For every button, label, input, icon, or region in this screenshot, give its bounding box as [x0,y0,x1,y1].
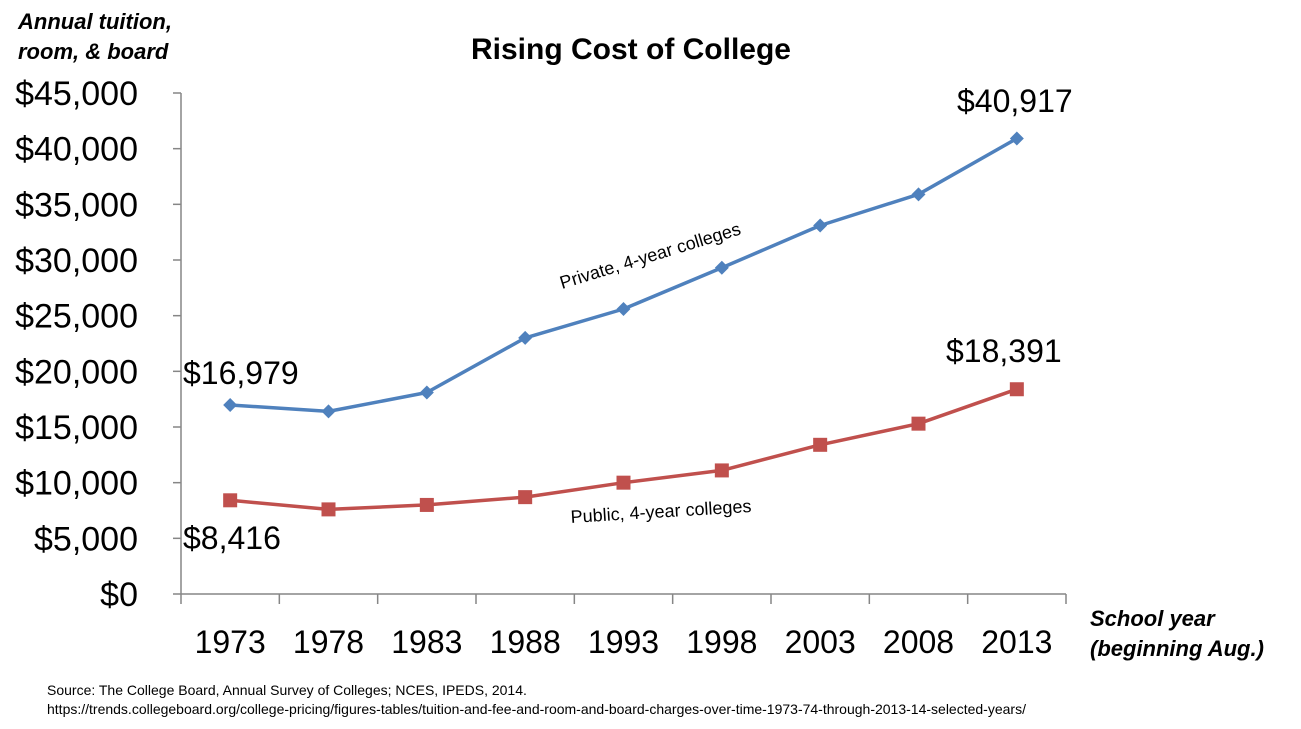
y-axis-title-line1: Annual tuition, [17,9,172,34]
x-axis-title-line1: School year [1090,606,1216,631]
x-tick-label: 1973 [195,624,266,660]
data-point-private [714,260,729,275]
data-point-private [616,301,631,316]
series-private [223,131,1024,419]
data-point-private [813,218,828,233]
data-point-public [321,502,336,517]
data-point-public [911,416,926,431]
x-axis-title-line2: (beginning Aug.) [1090,636,1264,661]
y-tick-label: $0 [100,576,138,614]
series-layer [223,131,1024,517]
data-point-private [518,330,533,345]
y-tick-label: $30,000 [15,242,138,280]
data-point-private [321,404,336,419]
x-tick-label: 1993 [588,624,659,660]
y-tick-label: $5,000 [34,520,138,558]
data-point-public [813,437,828,452]
y-tick-label: $35,000 [15,186,138,224]
data-label-private-1973: $16,979 [183,355,299,391]
data-label-public-2013: $18,391 [946,333,1062,369]
y-tick-label: $45,000 [15,75,138,113]
data-point-public [1009,382,1024,397]
x-axis-ticks: 1973 1978 1983 1988 1993 1998 2003 2008 2013 [180,594,1067,660]
y-axis-ticks: $0 $5,000 $10,000 $15,000 $20,000 $25,000 $30,… [15,75,181,614]
y-tick-label: $10,000 [15,465,138,503]
data-point-public [518,490,533,505]
y-axis-title-line2: room, & board [18,39,169,64]
source-line-2: https://trends.collegeboard.org/college-… [47,701,1026,717]
x-tick-label: 2008 [883,624,954,660]
data-point-private [1009,131,1024,146]
data-point-public [223,493,238,508]
data-label-private-2013: $40,917 [957,83,1073,119]
chart-title: Rising Cost of College [471,33,791,66]
data-point-private [911,187,926,202]
x-tick-label: 1998 [686,624,757,660]
x-tick-label: 2013 [981,624,1052,660]
data-label-public-1973: $8,416 [183,520,281,556]
series-public [223,382,1024,517]
series-label-private: Private, 4-year colleges [557,219,743,293]
y-tick-label: $15,000 [15,409,138,447]
source-line-1: Source: The College Board, Annual Survey… [47,682,527,698]
x-tick-label: 1978 [293,624,364,660]
series-line-private [230,136,1018,414]
x-tick-label: 1988 [490,624,561,660]
data-point-public [616,475,631,490]
data-point-public [419,497,434,512]
data-point-private [223,397,238,412]
y-tick-label: $25,000 [15,298,138,336]
x-tick-label: 1983 [391,624,462,660]
series-label-public: Public, 4-year colleges [570,496,752,527]
y-tick-label: $20,000 [15,353,138,391]
data-point-private [419,385,434,400]
x-tick-label: 2003 [785,624,856,660]
y-tick-label: $40,000 [15,131,138,169]
data-point-public [714,463,729,478]
axes [180,93,1066,595]
